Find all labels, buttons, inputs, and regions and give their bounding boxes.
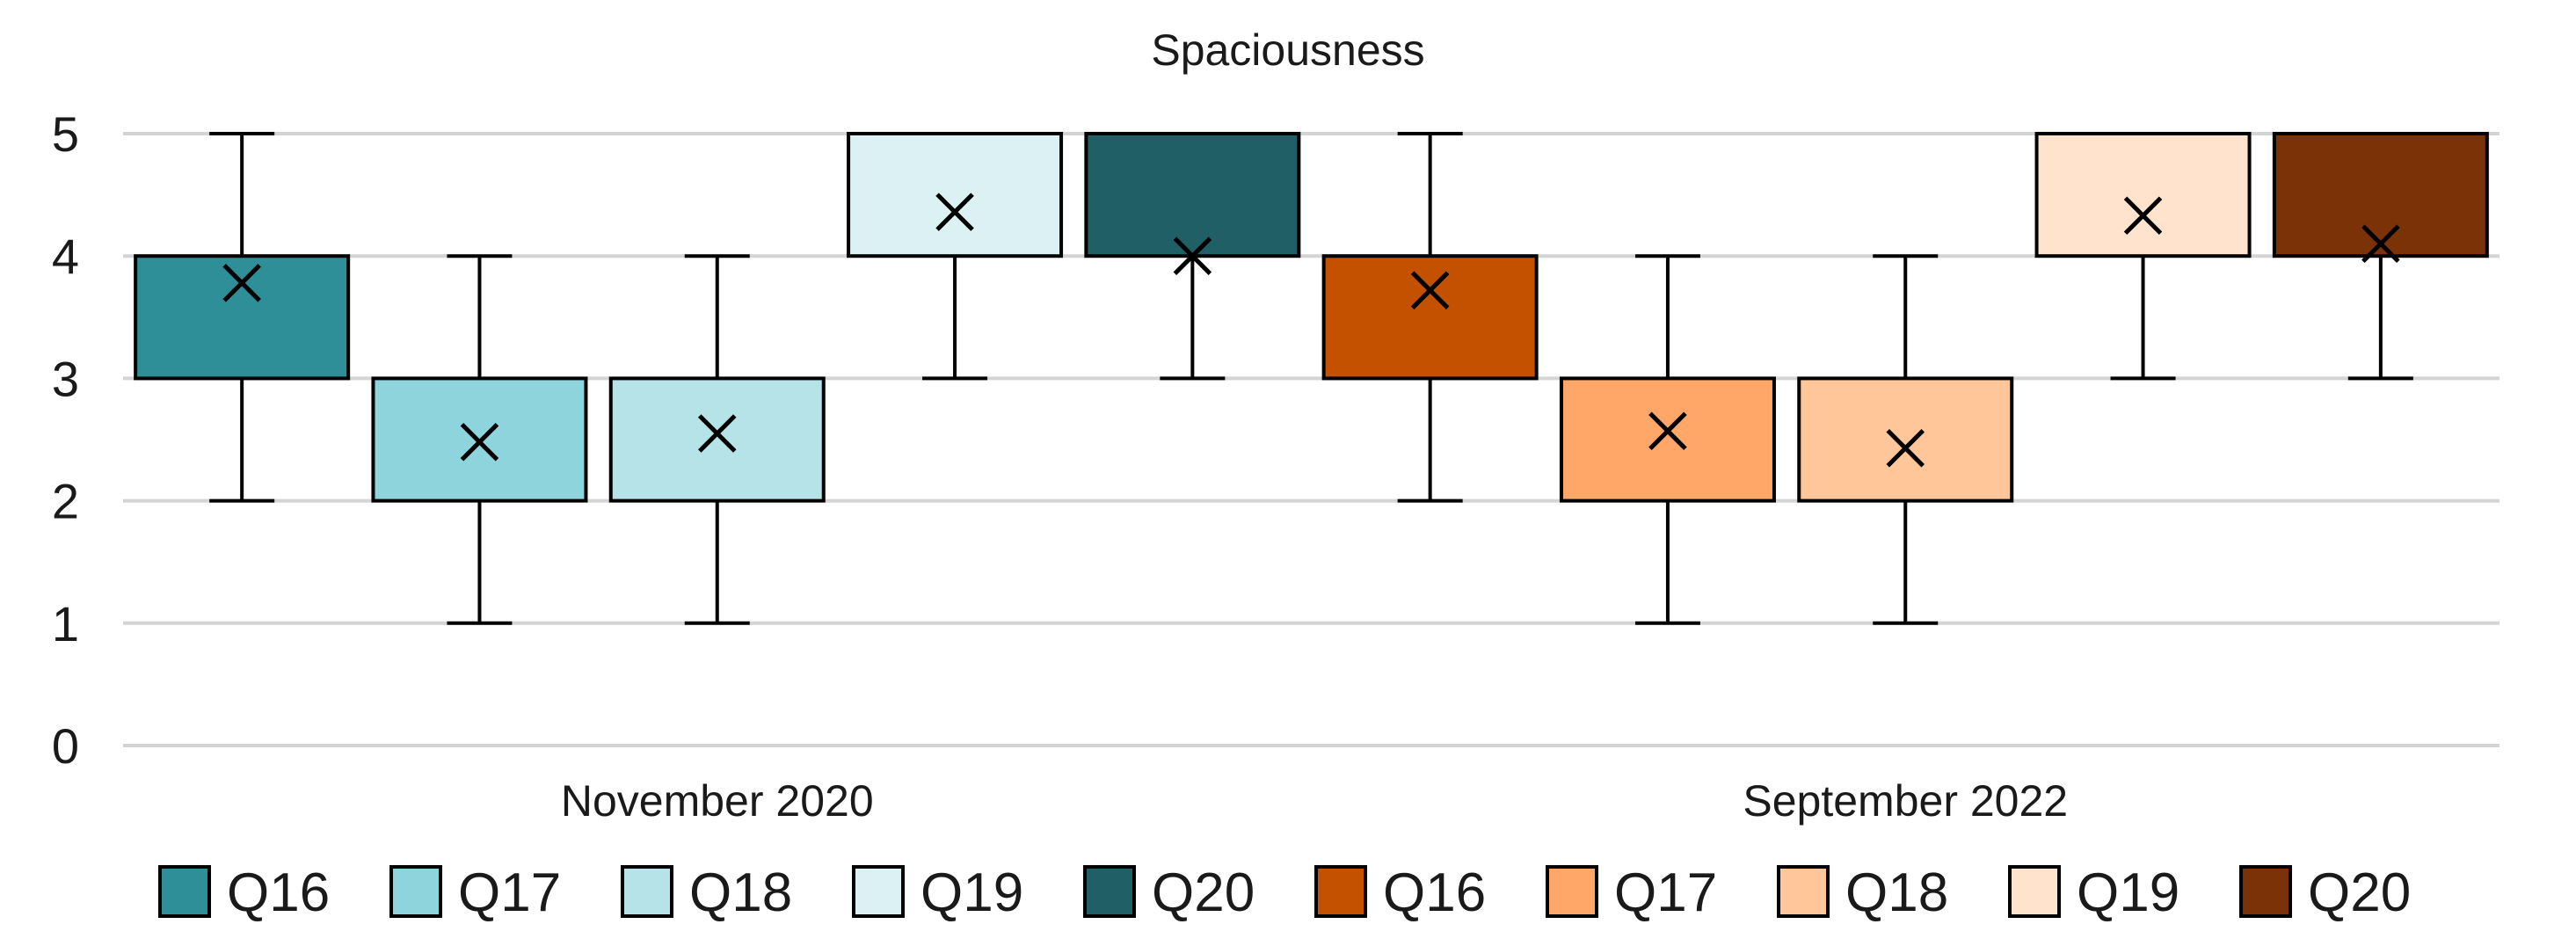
legend-item: Q18 xyxy=(1777,862,1948,923)
group-labels: November 2020 September 2022 xyxy=(561,776,2068,826)
iqr-box xyxy=(1797,376,2014,503)
mean-marker xyxy=(1410,271,1450,309)
axis: 0 1 2 3 4 5 xyxy=(52,106,79,774)
legend-swatch xyxy=(1083,865,1136,918)
legend-label: Q19 xyxy=(2077,862,2179,923)
iqr-box xyxy=(847,132,1064,258)
y-tick-label: 3 xyxy=(52,351,79,406)
y-tick-label: 5 xyxy=(52,106,79,162)
legend-item: Q19 xyxy=(852,862,1023,923)
box-q19-nov2020 xyxy=(847,132,1064,381)
box-q16-nov2020 xyxy=(134,132,351,503)
iqr-box xyxy=(134,254,351,381)
legend-item: Q17 xyxy=(389,862,561,923)
chart-title: Spaciousness xyxy=(1151,25,1424,75)
legend-item: Q20 xyxy=(1083,862,1255,923)
legend-swatch xyxy=(1314,865,1367,918)
mean-marker xyxy=(2123,196,2163,236)
legend-label: Q17 xyxy=(458,862,561,923)
legend-swatch xyxy=(2239,865,2292,918)
mean-marker xyxy=(222,264,261,302)
mean-marker xyxy=(935,193,974,231)
legend-item: Q19 xyxy=(2008,862,2179,923)
mean-marker xyxy=(1648,411,1687,451)
box-q18-nov2020 xyxy=(608,254,826,625)
legend-item: Q16 xyxy=(1314,862,1486,923)
legend-item: Q18 xyxy=(621,862,792,923)
legend-label: Q16 xyxy=(1383,862,1486,923)
mean-marker xyxy=(2361,224,2400,264)
mean-marker xyxy=(697,414,737,453)
legend-label: Q16 xyxy=(227,862,330,923)
legend-swatch xyxy=(621,865,673,918)
legend-swatch xyxy=(1546,865,1598,918)
legend-label: Q18 xyxy=(689,862,792,923)
legend-label: Q20 xyxy=(2308,862,2411,923)
legend-item: Q17 xyxy=(1546,862,1717,923)
box-q20-sep2022 xyxy=(2272,132,2489,381)
iqr-box xyxy=(1559,376,1776,503)
box-q17-sep2022 xyxy=(1559,254,1776,625)
mean-marker xyxy=(1173,236,1212,275)
iqr-box xyxy=(608,376,826,503)
legend-label: Q18 xyxy=(1845,862,1948,923)
iqr-box xyxy=(1321,254,1539,381)
y-tick-label: 0 xyxy=(52,718,79,774)
box-q18-sep2022 xyxy=(1797,254,2014,625)
y-tick-label: 1 xyxy=(52,596,79,651)
legend-item: Q16 xyxy=(158,862,330,923)
y-tick-label: 4 xyxy=(52,229,79,284)
mean-marker xyxy=(1886,428,1925,468)
legend-swatch xyxy=(1777,865,1830,918)
box-q19-sep2022 xyxy=(2034,132,2252,381)
iqr-box xyxy=(2034,132,2252,258)
legend-swatch xyxy=(2008,865,2061,918)
box-q17-nov2020 xyxy=(371,254,588,625)
box-q20-nov2020 xyxy=(1084,132,1301,381)
legend: Q16 Q17 Q18 Q19 Q20 Q16 Q17 Q18 Q19 Q20 xyxy=(158,862,2411,923)
legend-label: Q17 xyxy=(1614,862,1717,923)
iqr-box xyxy=(2272,132,2489,258)
legend-swatch xyxy=(389,865,442,918)
legend-item: Q20 xyxy=(2239,862,2411,923)
iqr-box xyxy=(1084,132,1301,258)
legend-swatch xyxy=(158,865,211,918)
legend-label: Q19 xyxy=(921,862,1023,923)
x-group-label: September 2022 xyxy=(1743,776,2068,826)
legend-label: Q20 xyxy=(1152,862,1255,923)
legend-swatch xyxy=(852,865,905,918)
boxes xyxy=(134,132,2489,625)
y-tick-label: 2 xyxy=(52,474,79,529)
box-q16-sep2022 xyxy=(1321,132,1539,503)
mean-marker xyxy=(460,423,499,462)
x-group-label: November 2020 xyxy=(561,776,874,826)
